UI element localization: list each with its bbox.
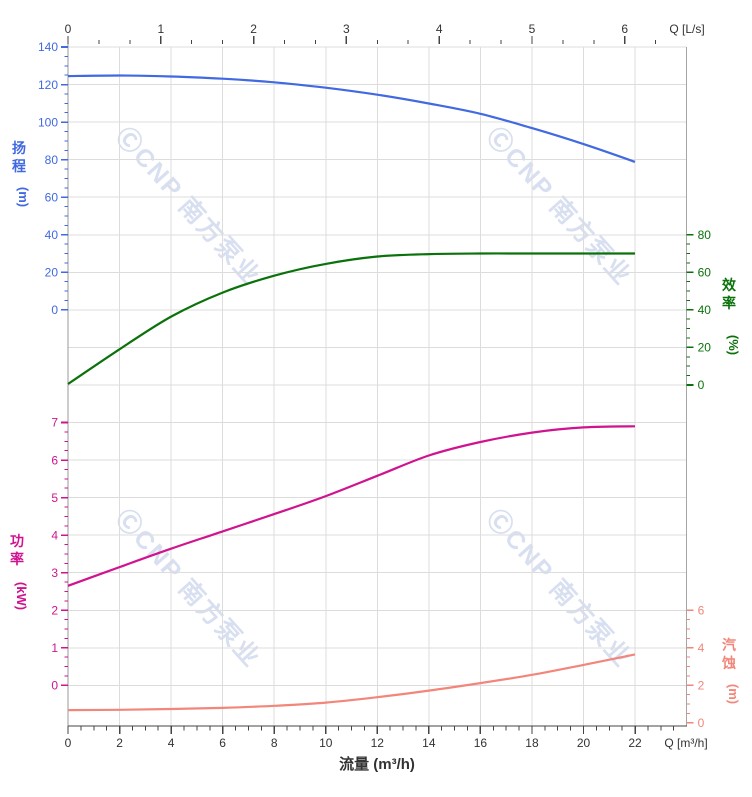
power-tick-label: 3: [51, 566, 58, 580]
axis-head-labels: 0 20 40 60 80 100 120 140: [38, 40, 58, 317]
head-tick-label: 20: [45, 266, 59, 280]
curves: [67, 74, 636, 712]
top-tick-label: 2: [250, 22, 257, 36]
head-tick-label: 100: [38, 115, 58, 129]
power-axis-title: 功率 (kW): [10, 533, 29, 610]
bottom-tick-label: 10: [319, 736, 333, 750]
power-tick-label: 7: [51, 416, 58, 430]
head-tick-label: 60: [45, 190, 59, 204]
eff-tick-label: 60: [698, 266, 712, 280]
top-tick-label: 4: [436, 22, 443, 36]
curve-eff: [67, 252, 636, 385]
power-tick-label: 4: [51, 528, 58, 542]
axis-eff-labels: 0 20 40 60 80: [698, 228, 712, 392]
power-axis-title-char: 功: [10, 533, 24, 549]
bottom-tick-label: 18: [525, 736, 539, 750]
bottom-tick-label: 12: [371, 736, 385, 750]
power-tick-label: 5: [51, 491, 58, 505]
npsh-axis-title-unit: (m): [726, 684, 741, 704]
gridlines: [68, 46, 687, 726]
eff-tick-label: 20: [698, 341, 712, 355]
eff-axis-title-char: 效: [722, 277, 737, 293]
axis-top-labels: 0 1 2 3 4 5 6 Q [L/s]: [65, 22, 705, 36]
axis-npsh: [686, 609, 694, 724]
bottom-tick-label: 20: [577, 736, 591, 750]
npsh-tick-label: 6: [698, 603, 705, 617]
axis-eff: [686, 233, 694, 386]
power-axis-title-char: 率: [10, 551, 24, 567]
head-tick-label: 120: [38, 78, 58, 92]
axis-power: [61, 421, 68, 687]
top-tick-label: 0: [65, 22, 72, 36]
bottom-tick-label: 6: [219, 736, 226, 750]
head-tick-label: 0: [51, 303, 58, 317]
bottom-tick-label: 16: [474, 736, 488, 750]
power-tick-label: 6: [51, 453, 58, 467]
x-axis-title: 流量 (m³/h): [339, 755, 415, 773]
bottom-tick-label: 4: [168, 736, 175, 750]
eff-tick-label: 80: [698, 228, 712, 242]
head-tick-label: 140: [38, 40, 58, 54]
curve-power: [67, 425, 636, 587]
curve-head: [67, 74, 636, 163]
power-tick-label: 1: [51, 641, 58, 655]
top-tick-label: 6: [621, 22, 628, 36]
npsh-axis-title-char: 蚀: [721, 655, 736, 671]
head-tick-label: 80: [45, 153, 59, 167]
axis-head: [61, 46, 68, 311]
bottom-tick-label: 8: [271, 736, 278, 750]
npsh-axis-title-char: 汽: [722, 637, 736, 653]
power-axis-title-unit: (kW): [14, 582, 29, 610]
eff-axis-title: 效率 (%): [722, 277, 741, 355]
watermark: ⒸCNP 南方泵业: [110, 121, 267, 291]
axis-npsh-labels: 0 2 4 6: [698, 603, 705, 730]
npsh-tick-label: 0: [698, 716, 705, 730]
top-tick-label: 5: [529, 22, 536, 36]
head-axis-title: 扬程 (m): [12, 140, 31, 207]
bottom-tick-label: 14: [422, 736, 436, 750]
axis-power-labels: 0 1 2 3 4 5 6 7: [51, 416, 58, 693]
top-tick-label: 1: [157, 22, 164, 36]
power-tick-label: 2: [51, 603, 58, 617]
head-axis-title-char: 程: [12, 158, 26, 174]
eff-tick-label: 0: [698, 378, 705, 392]
top-tick-label: 3: [343, 22, 350, 36]
eff-tick-label: 40: [698, 303, 712, 317]
watermark: ⒸCNP 南方泵业: [481, 121, 638, 291]
eff-axis-title-unit: (%): [726, 335, 741, 355]
bottom-tick-label: 0: [65, 736, 72, 750]
bottom-tick-label: 2: [116, 736, 123, 750]
npsh-axis-title: 汽蚀 (m): [721, 637, 741, 704]
power-tick-label: 0: [51, 679, 58, 693]
curve-npsh: [67, 653, 636, 712]
head-axis-title-char: 扬: [12, 140, 26, 156]
axis-bottom-labels: 0 2 4 6 8 10 12 14 16 18 20 22 Q [m³/h] 流量 (m³/h): [65, 736, 708, 773]
axis-top: [67, 36, 657, 44]
head-tick-label: 40: [45, 228, 59, 242]
npsh-tick-label: 2: [698, 679, 705, 693]
top-axis-unit-label: Q [L/s]: [669, 22, 704, 36]
bottom-tick-label: 22: [628, 736, 642, 750]
npsh-tick-label: 4: [698, 641, 705, 655]
eff-axis-title-char: 率: [722, 295, 736, 311]
head-axis-title-unit: (m): [16, 187, 31, 207]
axis-bottom: [67, 726, 675, 734]
bottom-axis-unit-label: Q [m³/h]: [664, 736, 707, 750]
